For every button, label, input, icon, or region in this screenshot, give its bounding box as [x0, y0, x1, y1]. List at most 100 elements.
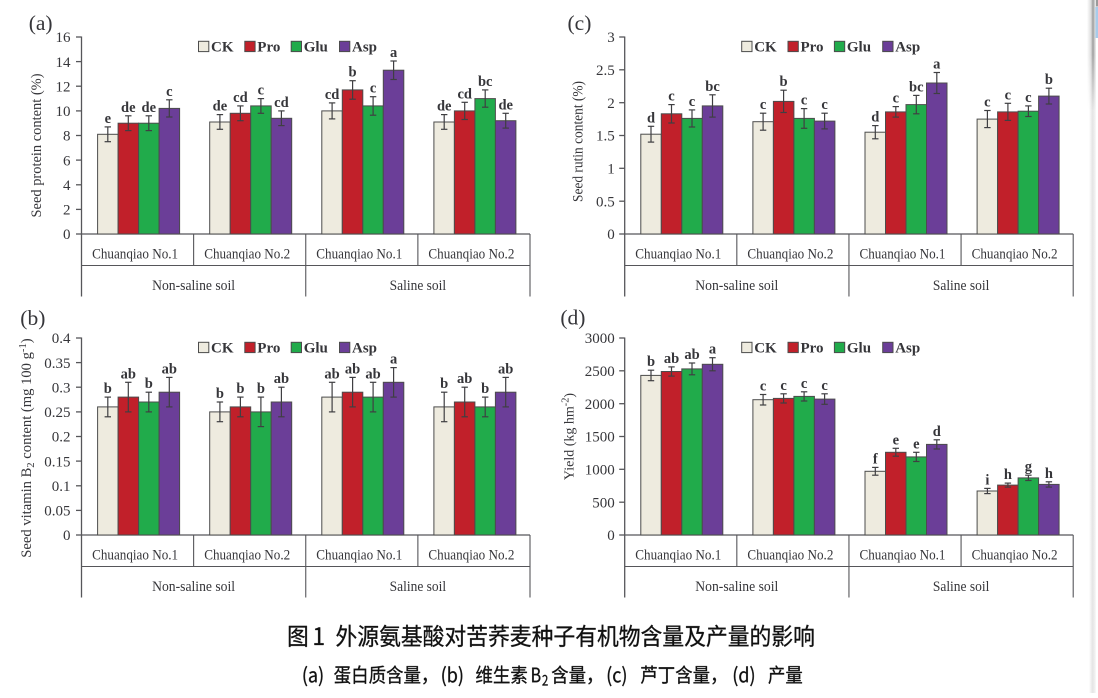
- svg-text:Asp: Asp: [895, 340, 920, 356]
- svg-text:cd: cd: [457, 86, 472, 102]
- svg-text:ab: ab: [121, 366, 136, 382]
- svg-text:Saline soil: Saline soil: [933, 278, 990, 294]
- svg-text:i: i: [985, 472, 989, 488]
- svg-text:Chuanqiao No.2: Chuanqiao No.2: [204, 247, 290, 263]
- svg-text:h: h: [1045, 466, 1053, 482]
- svg-text:c: c: [668, 89, 675, 105]
- svg-text:14: 14: [56, 55, 72, 71]
- svg-text:a: a: [390, 352, 398, 368]
- svg-text:ab: ab: [365, 366, 380, 382]
- svg-text:6: 6: [63, 153, 71, 169]
- svg-text:10: 10: [56, 104, 71, 120]
- svg-text:Glu: Glu: [304, 39, 328, 55]
- svg-text:0: 0: [607, 227, 615, 243]
- svg-text:(a): (a): [29, 11, 53, 35]
- svg-text:Non-saline soil: Non-saline soil: [152, 579, 235, 595]
- svg-text:CK: CK: [754, 340, 777, 356]
- svg-text:h: h: [1004, 467, 1012, 483]
- svg-text:Chuanqiao No.2: Chuanqiao No.2: [972, 247, 1058, 263]
- svg-text:Chuanqiao No.2: Chuanqiao No.2: [204, 548, 290, 564]
- svg-text:bc: bc: [478, 74, 493, 90]
- svg-text:Chuanqiao No.2: Chuanqiao No.2: [747, 548, 833, 564]
- svg-text:Seed vitamin B2 content (mg 10: Seed vitamin B2 content (mg 100 g-1): [17, 338, 37, 558]
- svg-text:0.2: 0.2: [52, 430, 71, 446]
- svg-text:a: a: [390, 45, 398, 61]
- svg-text:de: de: [142, 100, 157, 116]
- svg-text:ab: ab: [684, 347, 699, 363]
- svg-text:Chuanqiao No.2: Chuanqiao No.2: [428, 247, 514, 263]
- svg-text:Asp: Asp: [895, 39, 920, 55]
- svg-text:d: d: [933, 424, 941, 440]
- svg-text:1000: 1000: [585, 463, 615, 479]
- svg-text:ab: ab: [162, 361, 177, 377]
- svg-text:0: 0: [607, 528, 615, 544]
- svg-text:c: c: [801, 93, 808, 109]
- svg-text:c: c: [984, 95, 991, 111]
- svg-text:2000: 2000: [585, 397, 615, 413]
- svg-text:de: de: [437, 99, 452, 115]
- svg-text:(c): (c): [568, 11, 592, 35]
- svg-text:a: a: [709, 342, 717, 358]
- svg-text:ab: ab: [324, 366, 339, 382]
- svg-text:Chuanqiao No.1: Chuanqiao No.1: [635, 247, 721, 263]
- svg-text:2.5: 2.5: [596, 63, 615, 79]
- svg-text:8: 8: [63, 129, 71, 145]
- svg-text:de: de: [213, 99, 228, 115]
- svg-text:0.1: 0.1: [52, 479, 71, 495]
- svg-text:(d): (d): [560, 306, 585, 330]
- svg-text:c: c: [821, 97, 828, 113]
- svg-text:cd: cd: [233, 90, 248, 106]
- svg-text:3000: 3000: [585, 331, 615, 347]
- svg-text:CK: CK: [754, 39, 777, 55]
- svg-text:Non-saline soil: Non-saline soil: [152, 278, 235, 294]
- svg-text:Asp: Asp: [352, 340, 377, 356]
- svg-text:a: a: [933, 57, 941, 73]
- svg-text:0.4: 0.4: [52, 331, 71, 347]
- svg-text:1500: 1500: [585, 430, 615, 446]
- svg-text:Glu: Glu: [847, 340, 871, 356]
- svg-text:c: c: [689, 94, 696, 110]
- svg-text:0: 0: [63, 227, 71, 243]
- svg-text:b: b: [216, 386, 224, 402]
- svg-text:Saline soil: Saline soil: [933, 579, 990, 595]
- svg-text:b: b: [481, 381, 489, 397]
- svg-text:ab: ab: [457, 371, 472, 387]
- svg-text:b: b: [780, 74, 788, 90]
- svg-text:Chuanqiao No.2: Chuanqiao No.2: [972, 548, 1058, 564]
- svg-text:16: 16: [56, 30, 72, 46]
- svg-text:0.5: 0.5: [596, 194, 615, 210]
- svg-text:Asp: Asp: [352, 39, 377, 55]
- svg-text:b: b: [145, 376, 153, 392]
- svg-text:c: c: [1005, 87, 1012, 103]
- svg-text:0: 0: [63, 528, 71, 544]
- svg-text:c: c: [258, 83, 265, 99]
- svg-text:2: 2: [607, 96, 615, 112]
- svg-text:CK: CK: [211, 39, 234, 55]
- svg-text:b: b: [257, 381, 265, 397]
- svg-text:Pro: Pro: [257, 39, 280, 55]
- svg-text:d: d: [871, 110, 879, 126]
- svg-text:c: c: [760, 379, 767, 395]
- svg-text:de: de: [121, 100, 136, 116]
- svg-text:Pro: Pro: [801, 340, 824, 356]
- svg-text:3: 3: [607, 30, 615, 46]
- svg-text:cd: cd: [325, 87, 340, 103]
- svg-text:0.25: 0.25: [44, 405, 70, 421]
- svg-text:2500: 2500: [585, 364, 615, 380]
- svg-text:Pro: Pro: [257, 340, 280, 356]
- svg-text:cd: cd: [274, 95, 289, 111]
- svg-text:Non-saline soil: Non-saline soil: [695, 278, 778, 294]
- svg-text:e: e: [893, 432, 900, 448]
- svg-text:Chuanqiao No.1: Chuanqiao No.1: [92, 548, 178, 564]
- svg-text:Chuanqiao No.1: Chuanqiao No.1: [92, 247, 178, 263]
- svg-text:c: c: [893, 91, 900, 107]
- svg-text:4: 4: [63, 178, 71, 194]
- svg-text:Glu: Glu: [304, 340, 328, 356]
- svg-text:ab: ab: [274, 371, 289, 387]
- svg-text:Seed protein content (%): Seed protein content (%): [29, 73, 45, 217]
- svg-text:Chuanqiao No.1: Chuanqiao No.1: [635, 548, 721, 564]
- svg-text:Glu: Glu: [847, 39, 871, 55]
- svg-text:b: b: [440, 376, 448, 392]
- svg-text:de: de: [498, 97, 513, 113]
- svg-text:Chuanqiao No.2: Chuanqiao No.2: [747, 247, 833, 263]
